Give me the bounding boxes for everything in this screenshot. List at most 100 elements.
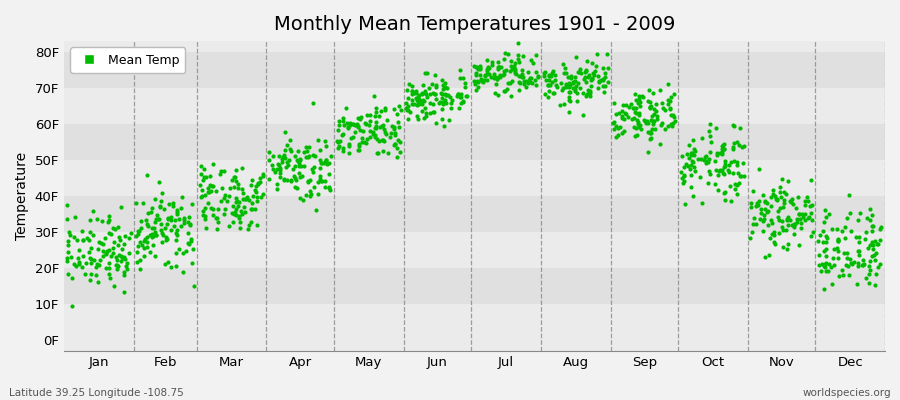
Point [92,262,106,268]
Point [698,156,712,163]
Point [148,196,162,202]
Point [194,163,209,169]
Point [292,173,307,180]
Point [851,248,866,254]
Point [566,80,580,86]
Point [72,247,86,253]
Point [684,162,698,168]
Point [225,177,239,184]
Point [366,129,381,136]
Point [426,109,440,116]
Point [867,252,881,258]
Point [60,242,75,248]
Point [844,260,859,267]
Point [773,194,788,200]
Point [524,75,538,81]
Point [256,191,271,198]
Point [737,142,751,149]
Point [184,238,198,244]
Point [645,118,660,124]
Point [557,70,572,76]
Point [198,192,212,198]
Point [289,177,303,184]
Point [787,224,801,231]
Point [731,170,745,176]
Point [211,206,225,212]
Point [554,80,568,86]
Point [530,74,544,80]
Point [218,206,232,212]
Point [509,70,524,77]
Point [89,264,104,270]
Point [76,252,90,259]
Point [686,137,700,144]
Point [650,112,664,119]
Point [229,206,243,212]
Point [790,194,805,200]
Point [197,165,211,172]
Point [491,59,505,66]
Point [866,246,880,252]
Point [322,160,337,167]
Point [459,93,473,99]
Point [792,211,806,218]
Point [222,193,237,200]
Point [677,172,691,178]
Point [632,109,646,116]
Point [792,216,806,222]
Point [130,259,145,266]
Point [596,77,610,83]
Point [352,143,366,150]
Point [865,228,879,234]
Point [541,82,555,88]
Point [299,154,313,160]
Point [684,184,698,190]
Point [786,200,800,207]
Point [544,81,558,88]
Point [713,166,727,173]
Point [145,224,159,231]
Point [627,105,642,111]
Point [708,124,723,131]
Point [785,222,799,228]
Point [319,156,333,163]
Point [517,53,531,59]
Point [686,159,700,166]
Point [585,76,599,82]
Point [400,107,415,113]
Point [292,160,306,166]
Point [436,82,450,88]
Point [491,74,505,80]
Point [169,230,184,236]
Point [596,65,610,71]
Point [704,139,718,145]
Point [843,260,858,266]
Point [484,74,499,80]
Legend: Mean Temp: Mean Temp [70,47,185,73]
Point [412,92,427,98]
Point [756,227,770,234]
Point [245,200,259,206]
Point [410,88,424,94]
Point [860,215,874,221]
Point [68,234,82,240]
Point [297,149,311,155]
Point [794,225,808,232]
Point [631,100,645,106]
Point [378,107,392,114]
Point [352,147,366,154]
Point [785,196,799,202]
Point [303,177,318,183]
Point [717,164,732,171]
Point [849,234,863,240]
Point [226,203,240,209]
Point [493,72,508,78]
Point [641,120,655,126]
Point [481,64,495,70]
Point [201,199,215,206]
Point [404,88,419,94]
Point [644,130,658,136]
Point [453,75,467,81]
Point [796,214,810,220]
Point [523,75,537,82]
